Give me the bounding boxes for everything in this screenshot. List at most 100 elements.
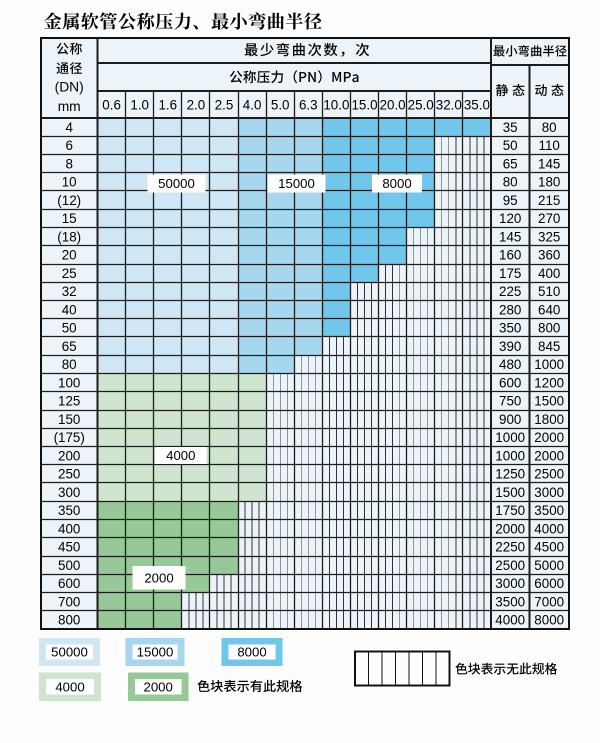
svg-text:360: 360 [538, 248, 560, 263]
svg-text:1.0: 1.0 [130, 98, 149, 113]
svg-text:145: 145 [538, 156, 560, 171]
svg-text:4.0: 4.0 [243, 98, 262, 113]
svg-text:2250: 2250 [495, 540, 525, 555]
svg-text:350: 350 [499, 321, 521, 336]
svg-text:10: 10 [62, 175, 77, 190]
svg-text:100: 100 [58, 375, 80, 390]
svg-text:1800: 1800 [534, 412, 564, 427]
svg-text:8000: 8000 [237, 645, 266, 660]
svg-text:3000: 3000 [534, 485, 564, 500]
svg-text:4000: 4000 [534, 521, 564, 536]
svg-text:600: 600 [499, 375, 521, 390]
svg-text:400: 400 [58, 521, 80, 536]
svg-text:125: 125 [58, 394, 80, 409]
svg-text:1000: 1000 [495, 448, 525, 463]
svg-text:175: 175 [499, 266, 521, 281]
svg-text:160: 160 [499, 248, 521, 263]
svg-text:800: 800 [538, 321, 560, 336]
svg-text:3000: 3000 [495, 576, 525, 591]
svg-text:110: 110 [539, 138, 560, 153]
svg-text:5000: 5000 [534, 558, 564, 573]
svg-text:4500: 4500 [534, 540, 564, 555]
svg-text:4: 4 [65, 120, 73, 135]
svg-text:8000: 8000 [382, 176, 411, 191]
svg-text:6000: 6000 [534, 576, 564, 591]
svg-text:8: 8 [65, 156, 72, 171]
svg-text:50: 50 [62, 321, 77, 336]
svg-text:15000: 15000 [137, 645, 174, 660]
svg-text:215: 215 [538, 193, 560, 208]
svg-text:15.0: 15.0 [351, 98, 377, 113]
svg-text:3500: 3500 [534, 503, 564, 518]
svg-text:32: 32 [62, 284, 77, 299]
svg-text:(12): (12) [57, 193, 81, 208]
svg-text:4000: 4000 [166, 448, 195, 463]
svg-text:(175): (175) [54, 430, 85, 445]
svg-text:6.3: 6.3 [299, 98, 318, 113]
svg-text:480: 480 [499, 357, 521, 372]
svg-text:270: 270 [538, 211, 560, 226]
svg-text:2000: 2000 [144, 570, 173, 585]
svg-text:(DN): (DN) [55, 80, 84, 95]
svg-text:400: 400 [538, 266, 560, 281]
svg-text:25: 25 [62, 266, 77, 281]
svg-text:2.5: 2.5 [215, 98, 234, 113]
svg-text:225: 225 [499, 284, 521, 299]
svg-text:(18): (18) [57, 229, 81, 244]
svg-text:145: 145 [499, 229, 521, 244]
svg-text:20.0: 20.0 [380, 98, 406, 113]
svg-text:500: 500 [58, 558, 80, 573]
svg-text:845: 845 [538, 339, 560, 354]
svg-text:65: 65 [503, 156, 518, 171]
svg-text:180: 180 [538, 175, 560, 190]
svg-text:390: 390 [499, 339, 521, 354]
svg-text:8000: 8000 [534, 613, 564, 628]
svg-text:900: 900 [499, 412, 521, 427]
svg-text:80: 80 [503, 175, 518, 190]
svg-text:3500: 3500 [495, 594, 525, 609]
svg-text:350: 350 [58, 503, 80, 518]
svg-text:2500: 2500 [495, 558, 525, 573]
svg-text:510: 510 [538, 284, 560, 299]
svg-text:1750: 1750 [495, 503, 525, 518]
svg-text:1500: 1500 [495, 485, 525, 500]
svg-text:2.0: 2.0 [187, 98, 206, 113]
svg-text:65: 65 [62, 339, 77, 354]
svg-text:10.0: 10.0 [323, 98, 349, 113]
svg-text:4000: 4000 [55, 680, 84, 695]
svg-text:1.6: 1.6 [158, 98, 177, 113]
svg-text:1250: 1250 [495, 467, 525, 482]
svg-text:7000: 7000 [534, 594, 564, 609]
svg-text:300: 300 [58, 485, 80, 500]
svg-text:120: 120 [499, 211, 521, 226]
svg-text:80: 80 [542, 120, 557, 135]
svg-text:150: 150 [58, 412, 80, 427]
svg-text:4000: 4000 [495, 613, 525, 628]
svg-text:5.0: 5.0 [271, 98, 290, 113]
svg-text:1200: 1200 [534, 375, 564, 390]
svg-text:15: 15 [62, 211, 77, 226]
svg-text:2000: 2000 [495, 521, 525, 536]
svg-text:2000: 2000 [534, 448, 564, 463]
svg-text:325: 325 [538, 229, 560, 244]
svg-text:35.0: 35.0 [464, 98, 490, 113]
svg-text:1000: 1000 [495, 430, 525, 445]
svg-text:25.0: 25.0 [408, 98, 434, 113]
svg-text:35: 35 [503, 120, 518, 135]
svg-text:1000: 1000 [534, 357, 564, 372]
svg-text:80: 80 [62, 357, 77, 372]
svg-text:800: 800 [58, 613, 80, 628]
svg-text:280: 280 [499, 302, 521, 317]
svg-text:700: 700 [58, 594, 80, 609]
svg-text:0.6: 0.6 [102, 98, 121, 113]
svg-text:2000: 2000 [144, 680, 173, 695]
svg-text:50000: 50000 [51, 645, 88, 660]
svg-text:50000: 50000 [158, 176, 195, 191]
svg-text:40: 40 [62, 302, 77, 317]
svg-text:750: 750 [499, 394, 521, 409]
svg-text:250: 250 [58, 467, 80, 482]
svg-text:200: 200 [58, 448, 80, 463]
svg-text:mm: mm [58, 99, 81, 114]
svg-text:32.0: 32.0 [436, 98, 462, 113]
svg-text:95: 95 [503, 193, 518, 208]
